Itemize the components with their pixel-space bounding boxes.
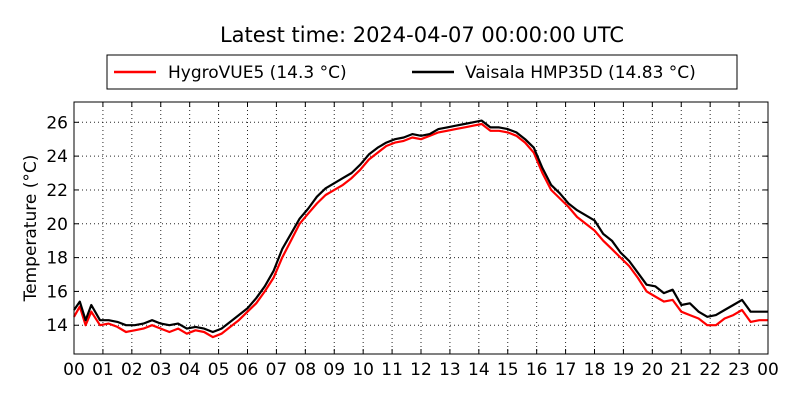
y-tick-label: 24 <box>46 147 68 167</box>
y-tick-label: 14 <box>46 316 68 336</box>
x-tick-label: 01 <box>92 360 114 380</box>
y-axis: 14 16 18 20 22 24 26 <box>46 113 768 336</box>
y-tick-label: 26 <box>46 113 68 133</box>
x-tick-label: 06 <box>237 360 259 380</box>
x-tick-label: 05 <box>208 360 230 380</box>
y-tick-label: 18 <box>46 249 68 269</box>
x-tick-label: 20 <box>642 360 664 380</box>
x-tick-label: 21 <box>670 360 692 380</box>
x-tick-label: 00 <box>63 360 85 380</box>
legend: HygroVUE5 (14.3 °C) Vaisala HMP35D (14.8… <box>106 54 738 90</box>
x-tick-label: 23 <box>728 360 750 380</box>
y-tick-label: 20 <box>46 215 68 235</box>
series-line-vaisala <box>73 119 768 334</box>
x-tick-label: 19 <box>613 360 635 380</box>
x-tick-label: 17 <box>555 360 577 380</box>
y-tick-label: 16 <box>46 282 68 302</box>
chart-title: Latest time: 2024-04-07 00:00:00 UTC <box>220 23 624 47</box>
x-tick-label: 12 <box>410 360 432 380</box>
x-tick-label: 09 <box>323 360 345 380</box>
x-tick-label: 11 <box>381 360 403 380</box>
x-tick-label: 13 <box>439 360 461 380</box>
y-tick-label: 22 <box>46 181 68 201</box>
x-tick-label: 07 <box>266 360 288 380</box>
x-tick-label: 14 <box>468 360 490 380</box>
x-tick-label: 10 <box>352 360 374 380</box>
series-layer <box>73 119 768 339</box>
x-tick-label: 00 <box>757 360 779 380</box>
x-tick-label: 03 <box>150 360 172 380</box>
legend-label-vaisala: Vaisala HMP35D (14.83 °C) <box>465 63 696 83</box>
x-tick-label: 16 <box>526 360 548 380</box>
x-tick-label: 04 <box>179 360 201 380</box>
series-line-hygrovue5 <box>73 122 768 339</box>
x-tick-label: 22 <box>699 360 721 380</box>
x-tick-label: 08 <box>295 360 317 380</box>
legend-label-hygrovue5: HygroVUE5 (14.3 °C) <box>168 63 347 83</box>
y-axis-label: Temperature (°C) <box>21 155 41 303</box>
x-tick-label: 15 <box>497 360 519 380</box>
x-tick-label: 18 <box>584 360 606 380</box>
x-tick-label: 02 <box>121 360 143 380</box>
x-axis: 00 01 02 03 04 05 06 07 08 09 10 11 12 13 14 15 16 17 18 19… <box>63 102 779 380</box>
